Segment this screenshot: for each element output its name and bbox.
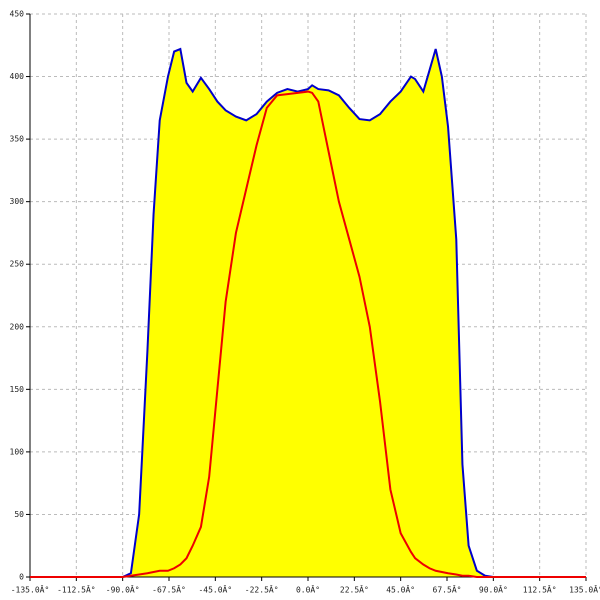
y-tick-label: 400 (10, 72, 25, 81)
x-tick-label: -22.5Â° (245, 584, 279, 595)
x-tick-label: 45.0Â° (386, 584, 415, 595)
y-tick-label: 50 (14, 510, 24, 519)
x-tick-label: 90.0Â° (479, 584, 508, 595)
y-tick-label: 350 (10, 135, 25, 144)
area (30, 49, 586, 577)
y-tick-label: 300 (10, 197, 25, 206)
x-tick-label: -135.0Â° (11, 584, 50, 595)
x-tick-label: -45.0Â° (198, 584, 232, 595)
y-tick-label: 100 (10, 447, 25, 456)
x-tick-label: -67.5Â° (152, 584, 186, 595)
x-tick-label: 22.5Â° (340, 584, 369, 595)
x-tick-label: -112.5Â° (57, 584, 96, 595)
y-tick-label: 450 (10, 10, 25, 19)
y-tick-label: 200 (10, 322, 25, 331)
x-tick-label: 0.0Â° (296, 584, 320, 595)
x-tick-label: -90.0Â° (106, 584, 140, 595)
x-tick-label: 135.0Â° (569, 584, 600, 595)
line (30, 90, 586, 578)
x-tick-label: 112.5Â° (523, 584, 557, 595)
line (30, 47, 586, 578)
y-tick-label: 150 (10, 385, 25, 394)
y-tick-label: 250 (10, 260, 25, 269)
x-tick-label: 67.5Â° (433, 584, 462, 595)
y-tick-label: 0 (19, 573, 24, 582)
